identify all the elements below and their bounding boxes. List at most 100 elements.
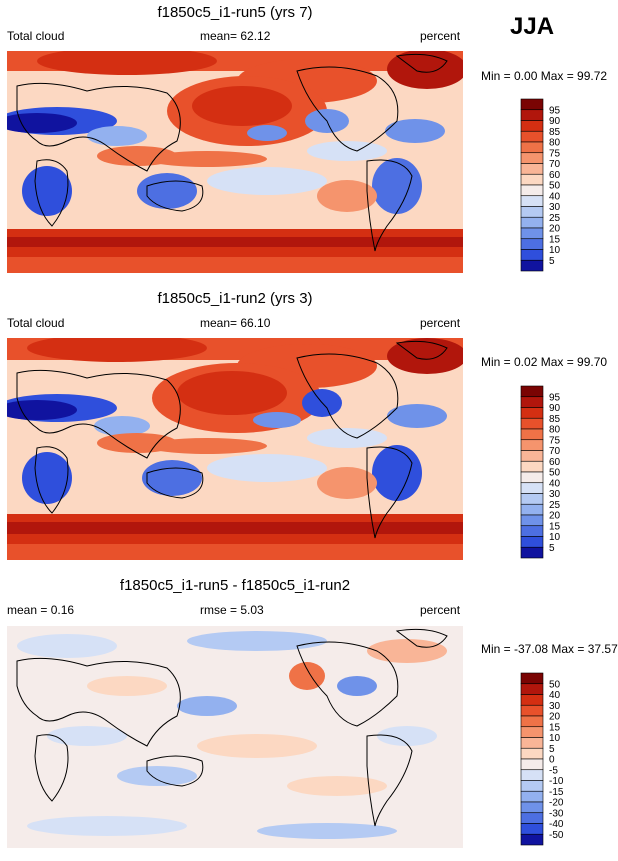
- colorbar-swatch: [520, 833, 544, 846]
- colorbar-swatch: [520, 823, 544, 835]
- colorbar-tick-label: 75: [549, 148, 561, 159]
- panel1-variable-label: Total cloud: [7, 29, 65, 43]
- colorbar-swatch: [520, 439, 544, 451]
- colorbar-tick-label: 25: [549, 500, 561, 511]
- panel2-minmax-label: Min = 0.02 Max = 99.70: [481, 355, 608, 369]
- colorbar-tick-label: 70: [549, 446, 561, 457]
- colorbar-tick-label: 90: [549, 116, 561, 127]
- colorbar-tick-label: -20: [549, 798, 564, 809]
- colorbar-swatch: [520, 120, 544, 132]
- colorbar-tick-label: 5: [549, 543, 555, 554]
- colorbar-tick-label: 30: [549, 489, 561, 500]
- colorbar-swatch: [520, 780, 544, 792]
- colorbar-tick-label: 90: [549, 403, 561, 414]
- panel2-colorbar: 95 90 85 80 75 70 60 50 40 30 25 20 15 10 5: [520, 382, 561, 562]
- colorbar-tick-label: -10: [549, 776, 564, 787]
- colorbar-swatch: [520, 206, 544, 218]
- colorbar-tick-label: 20: [549, 712, 561, 723]
- panel2-mean-label: mean= 66.10: [200, 316, 271, 330]
- colorbar-swatch: [520, 98, 544, 111]
- colorbar-swatch: [520, 407, 544, 419]
- colorbar-swatch: [520, 259, 544, 272]
- colorbar-swatch: [520, 109, 544, 121]
- colorbar-tick-label: 20: [549, 224, 561, 235]
- colorbar-swatch: [520, 715, 544, 728]
- panel3-mean-label: mean = 0.16: [7, 603, 75, 617]
- panel3-units-label: percent: [420, 603, 461, 617]
- colorbar-swatch: [520, 758, 544, 771]
- colorbar-swatch: [520, 227, 544, 240]
- panel3-rmse-label: rmse = 5.03: [200, 603, 264, 617]
- colorbar-tick-label: 60: [549, 170, 561, 181]
- colorbar-tick-label: 40: [549, 690, 561, 701]
- colorbar-swatch: [520, 801, 544, 814]
- colorbar-swatch: [520, 536, 544, 548]
- panel1-title: f1850c5_i1-run5 (yrs 7): [157, 4, 313, 21]
- colorbar-tick-label: 80: [549, 138, 561, 149]
- colorbar-swatch: [520, 503, 544, 516]
- colorbar-tick-label: 50: [549, 181, 561, 192]
- colorbar-tick-label: 85: [549, 127, 561, 138]
- colorbar-tick-label: 20: [549, 511, 561, 522]
- colorbar-swatch: [520, 812, 544, 824]
- panel2-variable-label: Total cloud: [7, 316, 65, 330]
- colorbar-swatch: [520, 672, 544, 685]
- colorbar-tick-label: 40: [549, 191, 561, 202]
- colorbar-tick-label: 95: [549, 105, 561, 116]
- colorbar-tick-label: 70: [549, 159, 561, 170]
- colorbar-swatch: [520, 163, 544, 175]
- colorbar-swatch: [520, 694, 544, 706]
- colorbar-tick-label: 50: [549, 468, 561, 479]
- panel2-units-label: percent: [420, 316, 461, 330]
- panel2-map: [7, 338, 463, 560]
- colorbar-tick-label: 15: [549, 722, 561, 733]
- colorbar-tick-label: -50: [549, 830, 564, 841]
- colorbar-swatch: [520, 704, 544, 717]
- colorbar-swatch: [520, 493, 544, 505]
- colorbar-tick-label: 95: [549, 392, 561, 403]
- panel1-map: [7, 51, 463, 273]
- colorbar-tick-label: 5: [549, 256, 555, 267]
- colorbar-swatch: [520, 482, 544, 494]
- panel3-map-plot: [7, 626, 463, 848]
- colorbar-tick-label: -40: [549, 819, 564, 830]
- panel3-title: f1850c5_i1-run5 - f1850c5_i1-run2: [119, 577, 351, 594]
- panel1-mean-label: mean= 62.12: [200, 29, 271, 43]
- colorbar-tick-label: 30: [549, 701, 561, 712]
- colorbar-tick-label: -30: [549, 808, 564, 819]
- colorbar-swatch: [520, 152, 544, 164]
- panel3-colorbar: 50 40 30 20 15 10 5 0 -5 -10 -15 -20 -30 -40 -50: [520, 669, 564, 849]
- colorbar-tick-label: 85: [549, 414, 561, 425]
- panel1-map-plot: [7, 51, 463, 273]
- colorbar-swatch: [520, 525, 544, 537]
- panel3-minmax-label: Min = -37.08 Max = 37.57: [481, 642, 618, 656]
- colorbar-tick-label: 10: [549, 532, 561, 543]
- colorbar-tick-label: 15: [549, 521, 561, 532]
- panel2-map-plot: [7, 338, 463, 560]
- colorbar-swatch: [520, 790, 544, 803]
- colorbar-swatch: [520, 747, 544, 760]
- colorbar-tick-label: 75: [549, 435, 561, 446]
- colorbar-swatch: [520, 471, 544, 484]
- colorbar-swatch: [520, 450, 544, 462]
- colorbar-swatch: [520, 216, 544, 229]
- panel1-minmax-label: Min = 0.00 Max = 99.72: [481, 69, 608, 83]
- colorbar-tick-label: 15: [549, 234, 561, 245]
- colorbar-tick-label: -15: [549, 787, 564, 798]
- colorbar-swatch: [520, 726, 544, 738]
- colorbar-tick-label: -5: [549, 765, 558, 776]
- panel3-map: [7, 626, 463, 848]
- colorbar-tick-label: 30: [549, 202, 561, 213]
- colorbar-swatch: [520, 417, 544, 430]
- colorbar-tick-label: 60: [549, 457, 561, 468]
- colorbar-swatch: [520, 514, 544, 527]
- panel1-colorbar: 95 90 85 80 75 70 60 50 40 30 25 20 15 10 5: [520, 95, 561, 275]
- colorbar-swatch: [520, 249, 544, 261]
- colorbar-tick-label: 25: [549, 213, 561, 224]
- colorbar-swatch: [520, 460, 544, 473]
- colorbar-swatch: [520, 141, 544, 154]
- colorbar-swatch: [520, 184, 544, 197]
- colorbar-tick-label: 5: [549, 744, 555, 755]
